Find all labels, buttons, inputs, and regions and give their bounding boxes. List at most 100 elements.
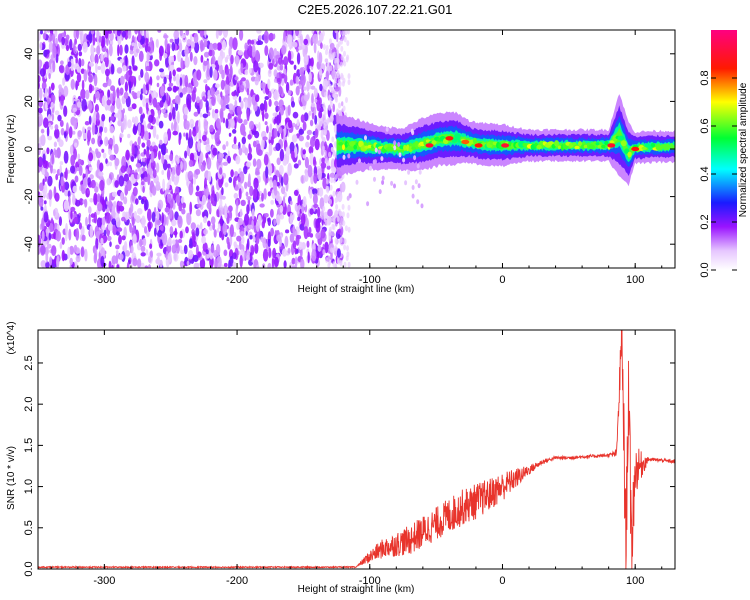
noise-speckle: [203, 60, 208, 66]
noise-speckle: [150, 160, 156, 170]
noise-speckle: [238, 188, 242, 200]
signal-blob: [338, 142, 343, 146]
noise-speckle: [98, 242, 102, 250]
noise-speckle: [111, 205, 116, 218]
noise-speckle: [84, 198, 88, 208]
noise-speckle: [272, 112, 278, 117]
noise-speckle: [221, 69, 225, 80]
noise-speckle: [72, 185, 78, 193]
noise-speckle: [132, 65, 138, 71]
noise-speckle: [240, 62, 244, 74]
noise-speckle: [246, 249, 251, 261]
noise-speckle: [308, 226, 312, 235]
noise-speckle: [119, 44, 123, 56]
noise-speckle: [163, 131, 169, 144]
noise-speckle: [237, 217, 243, 226]
noise-speckle: [174, 95, 181, 105]
noise-speckle: [196, 125, 199, 134]
x-tick-label: -300: [93, 575, 115, 587]
noise-speckle: [45, 251, 49, 263]
noise-speckle: [51, 245, 57, 257]
noise-speckle: [159, 100, 164, 108]
noise-speckle: [303, 94, 309, 102]
noise-speckle: [347, 261, 351, 268]
noise-speckle: [166, 93, 169, 105]
noise-speckle: [38, 156, 43, 168]
noise-speckle: [327, 255, 331, 261]
noise-speckle: [220, 79, 225, 91]
noise-speckle: [158, 45, 164, 57]
noise-speckle: [95, 151, 102, 159]
noise-speckle: [324, 241, 329, 254]
noise-speckle: [131, 216, 135, 227]
noise-speckle: [100, 52, 104, 62]
noise-speckle: [60, 176, 64, 187]
noise-speckle: [216, 93, 221, 103]
noise-speckle: [56, 147, 61, 159]
noise-speckle: [246, 196, 252, 201]
noise-speckle: [55, 37, 58, 47]
noise-speckle: [89, 174, 94, 180]
noise-speckle: [104, 136, 109, 147]
noise-speckle: [222, 30, 229, 38]
snr-y-multiplier: (x10^4): [6, 321, 17, 354]
noise-speckle: [99, 126, 103, 133]
noise-speckle: [58, 84, 62, 90]
noise-speckle: [169, 38, 174, 43]
noise-speckle: [244, 99, 248, 110]
noise-speckle: [283, 30, 286, 42]
noise-speckle: [296, 119, 300, 127]
noise-speckle: [101, 198, 106, 209]
noise-speckle: [172, 69, 176, 77]
noise-speckle: [61, 36, 66, 46]
noise-speckle: [239, 208, 243, 218]
noise-speckle: [301, 84, 305, 95]
noise-speckle: [203, 215, 208, 224]
noise-speckle: [279, 64, 284, 71]
y-tick-label: 0: [23, 146, 35, 152]
noise-speckle: [117, 201, 123, 207]
noise-speckle: [206, 104, 209, 114]
noise-speckle: [195, 168, 201, 175]
noise-speckle: [54, 30, 58, 38]
signal-blob: [655, 146, 662, 151]
noise-speckle: [196, 185, 200, 192]
colorbar-tick-label: 0.6: [699, 118, 711, 133]
noise-speckle: [229, 109, 234, 115]
noise-speckle: [171, 41, 176, 52]
noise-speckle: [70, 154, 76, 166]
y-tick-label: -40: [23, 236, 35, 252]
noise-speckle: [291, 134, 298, 143]
noise-speckle: [125, 54, 128, 67]
noise-speckle: [194, 41, 200, 54]
noise-speckle: [171, 244, 177, 254]
noise-speckle: [268, 69, 272, 74]
noise-speckle: [60, 60, 64, 66]
noise-speckle: [143, 148, 147, 155]
noise-speckle: [137, 136, 141, 146]
noise-speckle: [332, 247, 335, 254]
noise-speckle: [177, 111, 180, 124]
noise-speckle: [111, 218, 117, 225]
noise-speckle: [116, 231, 120, 236]
noise-speckle: [267, 217, 271, 227]
noise-speckle: [218, 176, 223, 188]
noise-speckle: [69, 257, 73, 265]
noise-speckle: [168, 55, 172, 66]
noise-speckle: [173, 230, 178, 236]
noise-speckle: [322, 145, 326, 152]
noise-speckle: [126, 167, 131, 175]
noise-speckle: [306, 80, 310, 92]
noise-speckle: [319, 83, 323, 92]
noise-speckle: [336, 258, 340, 265]
noise-speckle: [96, 217, 103, 228]
noise-speckle: [294, 203, 298, 212]
noise-speckle: [417, 183, 421, 189]
noise-speckle: [188, 249, 194, 260]
noise-speckle: [119, 133, 124, 139]
noise-speckle: [272, 247, 277, 259]
noise-speckle: [330, 87, 334, 93]
noise-speckle: [314, 98, 318, 103]
noise-speckle: [346, 195, 350, 201]
noise-speckle: [334, 86, 340, 92]
